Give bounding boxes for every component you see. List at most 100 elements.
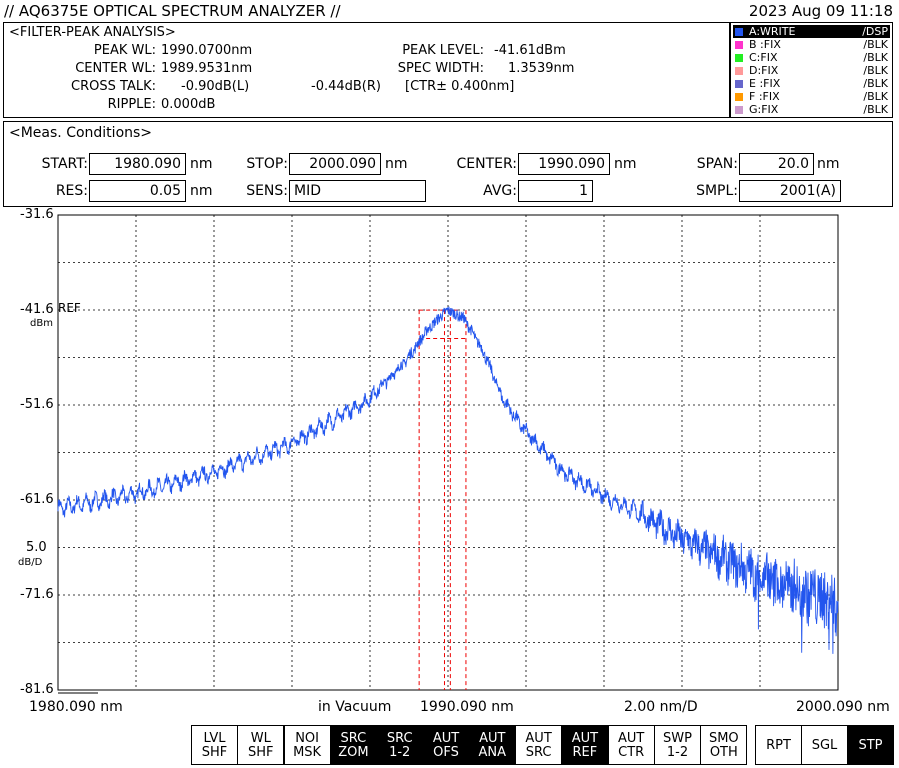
softkey-wl-shf[interactable]: WL SHF (237, 725, 285, 765)
softkey-src-zom[interactable]: SRC ZOM (329, 725, 377, 765)
center-wl-label: CENTER WL: (75, 61, 156, 76)
y-tick-label: -81.6 (20, 682, 54, 697)
peak-level-value: -41.61dBm (494, 43, 566, 58)
start-label: START: (41, 156, 88, 172)
softkey-line1: AUT (571, 731, 599, 746)
softkey-line2: REF (572, 745, 598, 760)
analysis-title: <FILTER-PEAK ANALYSIS> (9, 25, 176, 40)
trace-name: G:FIX (749, 103, 779, 116)
softkey-line2: 1-2 (666, 745, 689, 760)
trace-5[interactable]: F :FIX/BLK (733, 90, 890, 103)
start-unit: nm (190, 156, 213, 172)
ctr-value: [CTR± 0.400nm] (405, 79, 515, 94)
y-tick-label: -61.6 (20, 492, 54, 507)
center-label: CENTER: (456, 156, 517, 172)
avg-field[interactable]: 1 (518, 180, 593, 202)
start-field[interactable]: 1980.090 (89, 153, 186, 175)
app-title: // AQ6375E OPTICAL SPECTRUM ANALYZER // (4, 2, 341, 20)
softkey-line1: NOI (295, 731, 319, 746)
trace-1[interactable]: B :FIX/BLK (733, 38, 890, 51)
softkey-lvl-shf[interactable]: LVL SHF (191, 725, 238, 765)
trace-name: F :FIX (749, 90, 780, 103)
datetime: 2023 Aug 09 11:18 (748, 2, 893, 20)
scale-value: 5.0 (26, 540, 47, 555)
ripple-label: RIPPLE: (107, 97, 156, 112)
sweep-stp-button[interactable]: STP (847, 725, 894, 765)
x-div-label: 2.00 nm/D (624, 699, 698, 715)
medium-label: in Vacuum (318, 699, 392, 715)
softkey-aut-ofs[interactable]: AUT OFS (422, 725, 470, 765)
y-unit: dBm (30, 318, 53, 329)
softkey-line1: SMO (708, 731, 739, 746)
trace-state: /BLK (863, 103, 888, 116)
softkey-line2: ANA (478, 745, 507, 760)
peak-wl-label: PEAK WL: (93, 43, 156, 58)
res-field[interactable]: 0.05 (89, 180, 186, 202)
softkey-line1: SWP (663, 731, 692, 746)
stop-field[interactable]: 2000.090 (289, 153, 381, 175)
trace-6[interactable]: G:FIX/BLK (733, 103, 890, 116)
trace-state: /BLK (863, 51, 888, 64)
res-label: RES: (55, 183, 88, 199)
trace-color-swatch (735, 79, 743, 88)
y-tick-label: -71.6 (20, 587, 54, 602)
span-unit: nm (817, 156, 840, 172)
softkey-aut-ana[interactable]: AUT ANA (468, 725, 516, 765)
cross-talk-right: -0.44dB(R) (311, 79, 381, 94)
trace-color-swatch (735, 40, 743, 49)
trace-color-swatch (735, 27, 743, 36)
sens-field[interactable]: MID (289, 180, 426, 202)
spec-width-value: 1.3539nm (508, 61, 575, 76)
trace-color-swatch (735, 105, 743, 114)
trace-4[interactable]: E :FIX/BLK (733, 77, 890, 90)
trace-name: E :FIX (749, 77, 781, 90)
cross-talk-left: -0.90dB(L) (181, 79, 250, 94)
sens-label: SENS: (246, 183, 288, 199)
softkey-line2: CTR (618, 745, 645, 760)
peak-level-label: PEAK LEVEL: (402, 43, 484, 58)
stop-label: STOP: (246, 156, 288, 172)
trace-3[interactable]: D:FIX/BLK (733, 64, 890, 77)
softkey-line2: SHF (248, 745, 274, 760)
trace-state: /BLK (863, 64, 888, 77)
y-tick-label: -51.6 (20, 397, 54, 412)
softkey-aut-ref[interactable]: AUT REF (561, 725, 609, 765)
softkey-swp-1-2[interactable]: SWP 1-2 (654, 725, 701, 765)
softkey-line1: WL (250, 731, 271, 746)
conditions-panel: <Meas. Conditions> START: 1980.090 nm ST… (3, 121, 893, 207)
conditions-title: <Meas. Conditions> (9, 125, 153, 141)
softkey-aut-src[interactable]: AUT SRC (515, 725, 563, 765)
trace-2[interactable]: C:FIX/BLK (733, 51, 890, 64)
softkey-line2: MSK (293, 745, 322, 760)
softkey-noi-msk[interactable]: NOI MSK (283, 725, 331, 765)
y-tick-label: -41.6 (20, 302, 54, 317)
trace-0[interactable]: A:WRITE/DSP (733, 25, 890, 38)
trace-color-swatch (735, 92, 743, 101)
sweep-sgl-button[interactable]: SGL (801, 725, 848, 765)
sweep-rpt-button[interactable]: RPT (755, 725, 802, 765)
res-unit: nm (190, 183, 213, 199)
ripple-value: 0.000dB (161, 97, 216, 112)
trace-state: /BLK (863, 38, 888, 51)
trace-state: /BLK (863, 90, 888, 103)
analysis-panel: <FILTER-PEAK ANALYSIS> PEAK WL: 1990.070… (3, 22, 730, 118)
peak-wl-value: 1990.0700nm (161, 43, 253, 58)
trace-name: C:FIX (749, 51, 778, 64)
softkey-line2: SRC (525, 745, 552, 760)
ref-label: REF (58, 301, 81, 315)
x-center-label: 1990.090 nm (420, 699, 514, 715)
center-field[interactable]: 1990.090 (518, 153, 610, 175)
y-tick-label: -31.6 (20, 207, 54, 222)
stop-unit: nm (385, 156, 408, 172)
softkey-aut-ctr[interactable]: AUT CTR (607, 725, 655, 765)
avg-label: AVG: (483, 183, 517, 199)
spec-width-label: SPEC WIDTH: (397, 61, 484, 76)
softkey-line1: AUT (479, 731, 506, 746)
softkey-smo-oth[interactable]: SMO OTH (700, 725, 748, 765)
trace-list: A:WRITE/DSP B :FIX/BLK C:FIX/BLK D:FIX/BLK E… (730, 22, 893, 118)
smpl-field[interactable]: 2001(A) (739, 180, 841, 202)
softkey-src-1-2[interactable]: SRC 1-2 (376, 725, 424, 765)
span-field[interactable]: 20.0 (739, 153, 814, 175)
trace-name: A:WRITE (749, 25, 796, 38)
